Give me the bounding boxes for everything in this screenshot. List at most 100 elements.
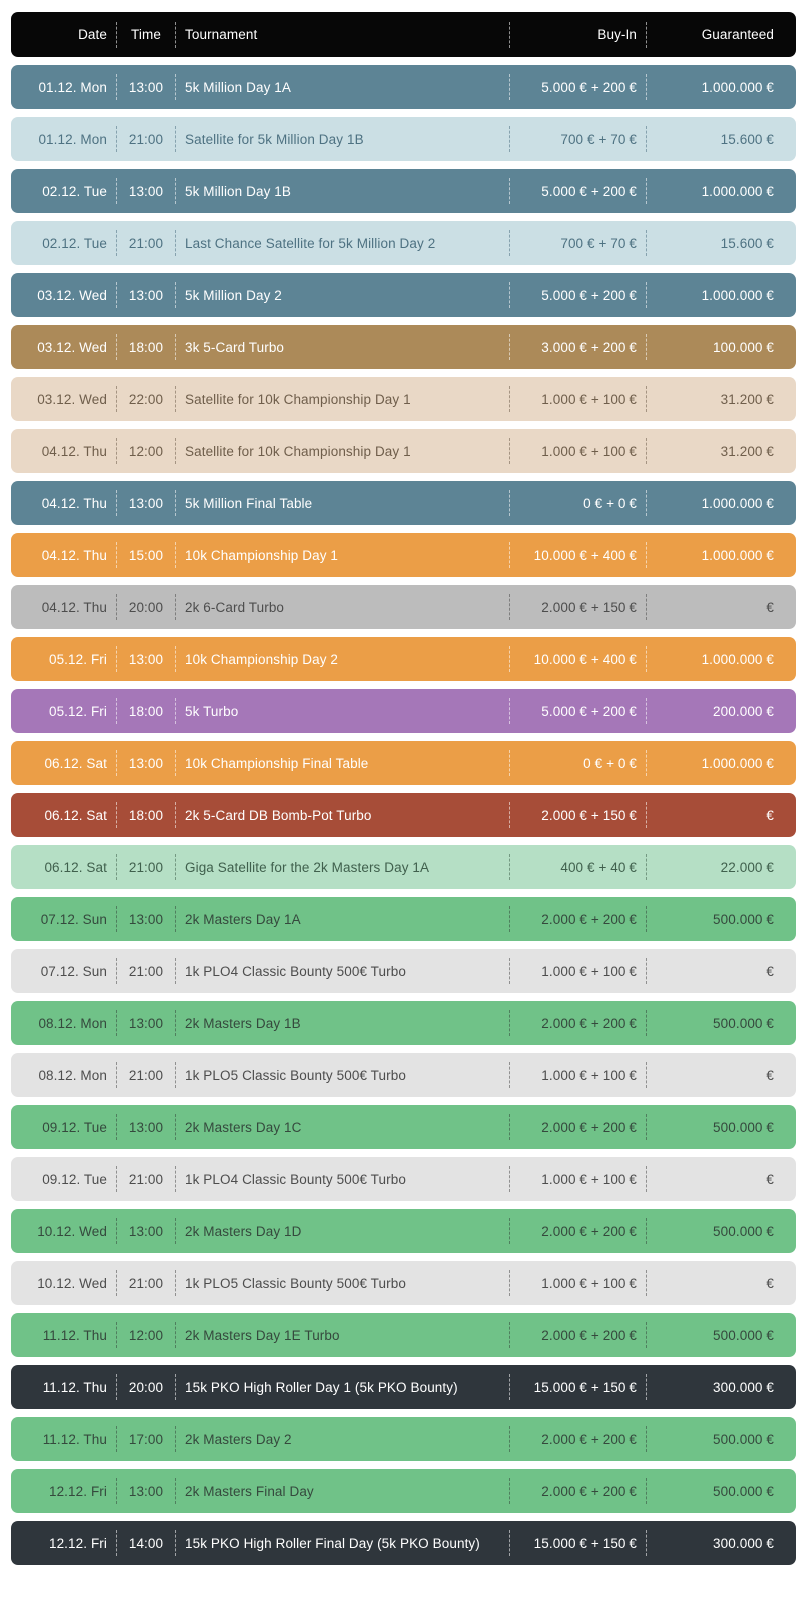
column-separator bbox=[116, 1218, 117, 1244]
row-time: 21:00 bbox=[128, 859, 164, 875]
row-guaranteed: € bbox=[766, 1171, 774, 1187]
table-row[interactable]: 04.12. Thu 13:00 5k Million Final Table … bbox=[11, 481, 796, 525]
column-separator bbox=[175, 1010, 176, 1036]
column-separator bbox=[175, 1062, 176, 1088]
table-row[interactable]: 12.12. Fri 14:00 15k PKO High Roller Fin… bbox=[11, 1521, 796, 1565]
row-guaranteed: € bbox=[766, 1067, 774, 1083]
table-row[interactable]: 01.12. Mon 21:00 Satellite for 5k Millio… bbox=[11, 117, 796, 161]
row-time: 13:00 bbox=[128, 287, 164, 303]
column-separator bbox=[175, 1322, 176, 1348]
column-separator bbox=[509, 1322, 510, 1348]
row-date: 11.12. Thu bbox=[42, 1431, 107, 1447]
table-row[interactable]: 07.12. Sun 21:00 1k PLO4 Classic Bounty … bbox=[11, 949, 796, 993]
column-separator bbox=[116, 178, 117, 204]
column-separator bbox=[116, 282, 117, 308]
table-row[interactable]: 12.12. Fri 13:00 2k Masters Final Day 2.… bbox=[11, 1469, 796, 1513]
row-time: 13:00 bbox=[128, 79, 164, 95]
row-date: 11.12. Thu bbox=[42, 1379, 107, 1395]
column-separator bbox=[175, 1166, 176, 1192]
row-date: 03.12. Wed bbox=[37, 391, 107, 407]
row-tournament-name: 2k Masters Day 1A bbox=[185, 911, 301, 927]
column-separator bbox=[509, 126, 510, 152]
table-row[interactable]: 01.12. Mon 13:00 5k Million Day 1A 5.000… bbox=[11, 65, 796, 109]
row-guaranteed: € bbox=[766, 807, 774, 823]
row-tournament-name: 10k Championship Day 2 bbox=[185, 651, 339, 667]
row-date: 12.12. Fri bbox=[48, 1535, 107, 1551]
table-row[interactable]: 08.12. Mon 13:00 2k Masters Day 1B 2.000… bbox=[11, 1001, 796, 1045]
table-row[interactable]: 10.12. Wed 13:00 2k Masters Day 1D 2.000… bbox=[11, 1209, 796, 1253]
column-separator bbox=[175, 1114, 176, 1140]
column-separator bbox=[509, 1218, 510, 1244]
table-row[interactable]: 06.12. Sat 18:00 2k 5-Card DB Bomb-Pot T… bbox=[11, 793, 796, 837]
table-row[interactable]: 09.12. Tue 21:00 1k PLO4 Classic Bounty … bbox=[11, 1157, 796, 1201]
table-row[interactable]: 05.12. Fri 13:00 10k Championship Day 2 … bbox=[11, 637, 796, 681]
row-guaranteed: 1.000.000 € bbox=[701, 79, 774, 95]
table-row[interactable]: 03.12. Wed 22:00 Satellite for 10k Champ… bbox=[11, 377, 796, 421]
header-date: Date bbox=[78, 27, 107, 42]
header-buyin: Buy-In bbox=[597, 27, 637, 42]
row-time: 17:00 bbox=[128, 1431, 164, 1447]
table-row[interactable]: 03.12. Wed 18:00 3k 5-Card Turbo 3.000 €… bbox=[11, 325, 796, 369]
column-separator bbox=[646, 178, 647, 204]
row-tournament-name: 2k Masters Day 2 bbox=[185, 1431, 292, 1447]
column-separator bbox=[646, 21, 647, 48]
table-row[interactable]: 03.12. Wed 13:00 5k Million Day 2 5.000 … bbox=[11, 273, 796, 317]
column-separator bbox=[509, 698, 510, 724]
column-separator bbox=[646, 1270, 647, 1296]
column-separator bbox=[509, 386, 510, 412]
row-buyin: 5.000 € + 200 € bbox=[541, 287, 637, 303]
column-separator bbox=[116, 230, 117, 256]
row-time: 13:00 bbox=[128, 1483, 164, 1499]
row-date: 06.12. Sat bbox=[44, 755, 107, 771]
row-guaranteed: 500.000 € bbox=[713, 1223, 774, 1239]
row-buyin: 2.000 € + 200 € bbox=[541, 1431, 637, 1447]
row-guaranteed: 300.000 € bbox=[713, 1379, 774, 1395]
table-row[interactable]: 11.12. Thu 17:00 2k Masters Day 2 2.000 … bbox=[11, 1417, 796, 1461]
row-buyin: 2.000 € + 200 € bbox=[541, 911, 637, 927]
row-tournament-name: Satellite for 10k Championship Day 1 bbox=[185, 443, 411, 459]
row-tournament-name: Satellite for 5k Million Day 1B bbox=[185, 131, 364, 147]
table-row[interactable]: 09.12. Tue 13:00 2k Masters Day 1C 2.000… bbox=[11, 1105, 796, 1149]
column-separator bbox=[509, 958, 510, 984]
row-guaranteed: 500.000 € bbox=[713, 1015, 774, 1031]
column-separator bbox=[175, 178, 176, 204]
row-time: 22:00 bbox=[128, 391, 164, 407]
row-tournament-name: 1k PLO5 Classic Bounty 500€ Turbo bbox=[185, 1067, 406, 1083]
table-row[interactable]: 04.12. Thu 15:00 10k Championship Day 1 … bbox=[11, 533, 796, 577]
column-separator bbox=[175, 230, 176, 256]
column-separator bbox=[646, 230, 647, 256]
column-separator bbox=[116, 1374, 117, 1400]
row-guaranteed: € bbox=[766, 1275, 774, 1291]
row-buyin: 1.000 € + 100 € bbox=[541, 1067, 637, 1083]
row-date: 08.12. Mon bbox=[38, 1015, 107, 1031]
table-row[interactable]: 04.12. Thu 12:00 Satellite for 10k Champ… bbox=[11, 429, 796, 473]
table-row[interactable]: 08.12. Mon 21:00 1k PLO5 Classic Bounty … bbox=[11, 1053, 796, 1097]
column-separator bbox=[646, 750, 647, 776]
table-row[interactable]: 02.12. Tue 21:00 Last Chance Satellite f… bbox=[11, 221, 796, 265]
table-row[interactable]: 11.12. Thu 20:00 15k PKO High Roller Day… bbox=[11, 1365, 796, 1409]
column-separator bbox=[175, 594, 176, 620]
table-row[interactable]: 06.12. Sat 21:00 Giga Satellite for the … bbox=[11, 845, 796, 889]
table-row[interactable]: 06.12. Sat 13:00 10k Championship Final … bbox=[11, 741, 796, 785]
column-separator bbox=[646, 1322, 647, 1348]
table-row[interactable]: 07.12. Sun 13:00 2k Masters Day 1A 2.000… bbox=[11, 897, 796, 941]
table-row[interactable]: 02.12. Tue 13:00 5k Million Day 1B 5.000… bbox=[11, 169, 796, 213]
row-date: 03.12. Wed bbox=[37, 287, 107, 303]
row-tournament-name: 1k PLO4 Classic Bounty 500€ Turbo bbox=[185, 1171, 406, 1187]
table-row[interactable]: 10.12. Wed 21:00 1k PLO5 Classic Bounty … bbox=[11, 1261, 796, 1305]
row-tournament-name: 5k Million Final Table bbox=[185, 495, 313, 511]
row-tournament-name: 2k Masters Day 1D bbox=[185, 1223, 302, 1239]
column-separator bbox=[116, 594, 117, 620]
table-row[interactable]: 04.12. Thu 20:00 2k 6-Card Turbo 2.000 €… bbox=[11, 585, 796, 629]
column-separator bbox=[646, 1530, 647, 1556]
table-row[interactable]: 11.12. Thu 12:00 2k Masters Day 1E Turbo… bbox=[11, 1313, 796, 1357]
column-separator bbox=[646, 698, 647, 724]
column-separator bbox=[646, 1010, 647, 1036]
column-separator bbox=[175, 21, 176, 48]
table-row[interactable]: 05.12. Fri 18:00 5k Turbo 5.000 € + 200 … bbox=[11, 689, 796, 733]
row-guaranteed: 500.000 € bbox=[713, 1431, 774, 1447]
row-buyin: 400 € + 40 € bbox=[560, 859, 637, 875]
column-separator bbox=[646, 854, 647, 880]
row-guaranteed: 1.000.000 € bbox=[701, 287, 774, 303]
row-buyin: 5.000 € + 200 € bbox=[541, 703, 637, 719]
